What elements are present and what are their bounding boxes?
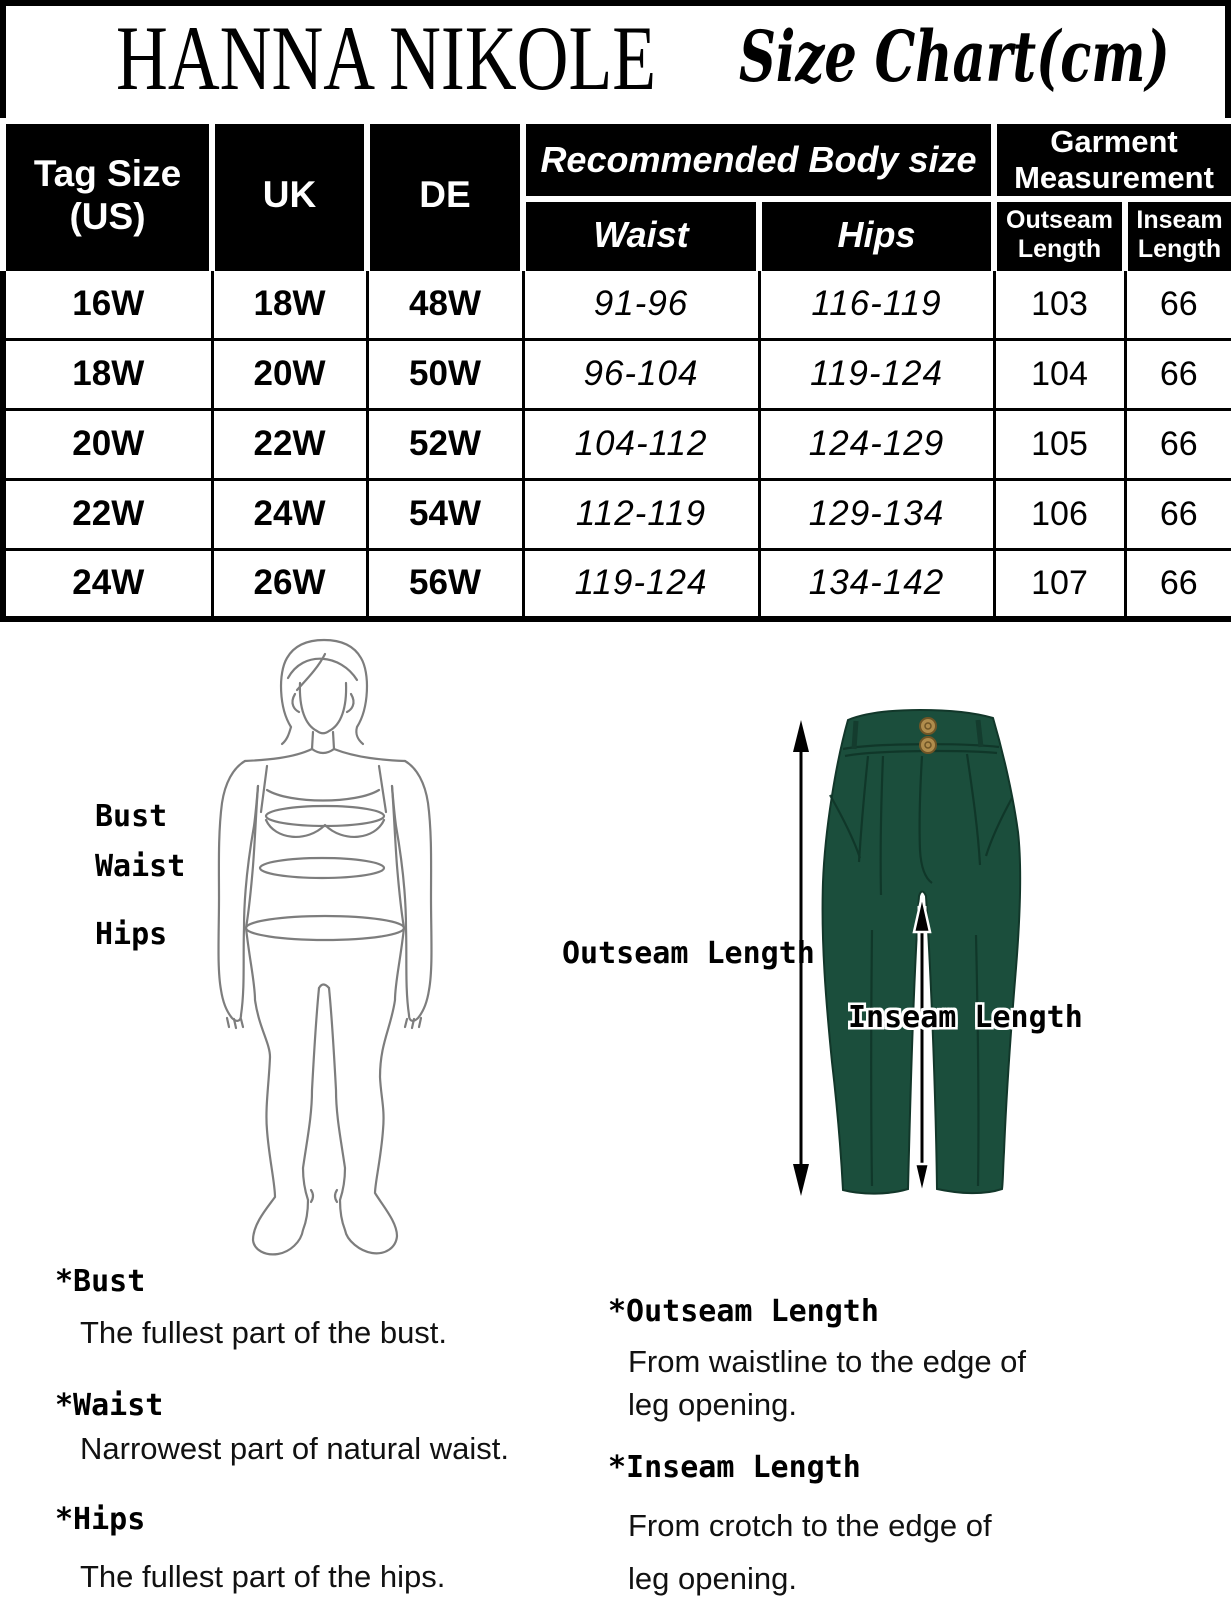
cell-de: 52W (365, 407, 525, 481)
header-recommended-body-size: Recommended Body size (520, 118, 997, 199)
outseam-length-label: Outseam Length (562, 936, 815, 971)
hips-line (244, 914, 406, 942)
note-waist-title: *Waist (55, 1388, 164, 1423)
table-header-row-2: Waist Hips Outseam Length Inseam Length (3, 196, 1231, 269)
bust-line (264, 804, 386, 839)
cell-de: 48W (365, 267, 525, 341)
outseam-arrow (793, 720, 809, 1196)
cell-hips: 116-119 (757, 267, 996, 341)
cell-hips: 134-142 (757, 547, 996, 621)
pants-illustration (793, 708, 1022, 1196)
cell-us: 24W (1, 547, 214, 621)
cell-hips: 119-124 (757, 337, 996, 411)
note-inseam-desc-line2: leg opening. (628, 1561, 797, 1596)
waist-line (258, 856, 386, 880)
note-inseam-title: *Inseam Length (608, 1450, 861, 1485)
note-outseam-desc-line1: From waistline to the edge of (628, 1344, 1027, 1379)
cell-uk: 20W (210, 337, 369, 411)
cell-inseam: 66 (1123, 477, 1231, 551)
cell-us: 22W (1, 477, 214, 551)
cell-inseam: 66 (1123, 267, 1231, 341)
cell-waist: 119-124 (521, 547, 761, 621)
cell-outseam: 105 (992, 407, 1127, 481)
figure-outline (217, 638, 433, 1256)
header-outseam-length: Outseam Length (991, 196, 1128, 269)
header-garment-measurement: Garment Measurement (990, 118, 1231, 199)
cell-inseam: 66 (1123, 337, 1231, 411)
cell-uk: 24W (210, 477, 369, 551)
header-hips: Hips (756, 196, 997, 269)
cell-uk: 22W (210, 407, 369, 481)
body-figure-illustration (217, 638, 433, 1256)
size-table: Tag Size (US) UK DE Recommended Body siz… (0, 118, 1231, 622)
note-inseam-desc-line1: From crotch to the edge of (628, 1508, 992, 1543)
note-outseam-title: *Outseam Length (608, 1294, 879, 1329)
cell-us: 20W (1, 407, 214, 481)
header-waist: Waist (520, 196, 762, 269)
note-bust-title: *Bust (55, 1264, 146, 1299)
table-row: 24W 26W 56W 119-124 134-142 107 66 (1, 547, 1231, 621)
hips-label: Hips (95, 917, 168, 952)
inseam-length-label: Inseam Length (848, 1000, 1083, 1035)
table-row: 20W 22W 52W 104-112 124-129 105 66 (1, 407, 1231, 481)
cell-de: 56W (365, 547, 525, 621)
note-hips-title: *Hips (55, 1502, 146, 1537)
cell-uk: 26W (210, 547, 369, 621)
header-uk: UK (209, 118, 370, 269)
size-chart-title: Size Chart(cm) (739, 15, 1170, 98)
header-tag-size: Tag Size (US) (0, 118, 215, 269)
title-band: HANNA NIKOLE Size Chart(cm) (0, 0, 1231, 118)
cell-inseam: 66 (1123, 547, 1231, 621)
cell-us: 16W (1, 267, 214, 341)
cell-outseam: 107 (992, 547, 1127, 621)
waistband-buttons (919, 717, 937, 754)
header-inseam-length: Inseam Length (1121, 196, 1231, 269)
waist-label: Waist (95, 849, 186, 884)
table-header-row-1: Tag Size (US) UK DE Recommended Body siz… (0, 118, 1231, 269)
cell-waist: 112-119 (521, 477, 761, 551)
cell-hips: 129-134 (757, 477, 996, 551)
header-de: DE (364, 118, 526, 269)
pants-shape (821, 708, 1022, 1195)
note-outseam-desc-line2: leg opening. (628, 1387, 797, 1422)
note-bust-desc: The fullest part of the bust. (80, 1315, 448, 1350)
cell-waist: 91-96 (521, 267, 761, 341)
note-waist-desc: Narrowest part of natural waist. (80, 1431, 510, 1466)
belt-loops (851, 719, 984, 750)
cell-inseam: 66 (1123, 407, 1231, 481)
table-row: 18W 20W 50W 96-104 119-124 104 66 (1, 337, 1231, 411)
cell-de: 54W (365, 477, 525, 551)
table-row: 16W 18W 48W 91-96 116-119 103 66 (1, 267, 1231, 341)
cell-waist: 104-112 (521, 407, 761, 481)
table-row: 22W 24W 54W 112-119 129-134 106 66 (1, 477, 1231, 551)
cell-outseam: 106 (992, 477, 1127, 551)
cell-us: 18W (1, 337, 214, 411)
note-hips-desc: The fullest part of the hips. (80, 1559, 446, 1594)
cell-outseam: 103 (992, 267, 1127, 341)
pants-seams (829, 743, 1013, 1187)
cell-de: 50W (365, 337, 525, 411)
cell-outseam: 104 (992, 337, 1127, 411)
cell-waist: 96-104 (521, 337, 761, 411)
bust-label: Bust (95, 799, 168, 834)
cell-uk: 18W (210, 267, 369, 341)
brand-name: HANNA NIKOLE (116, 7, 657, 109)
inseam-arrow (912, 895, 932, 1195)
cell-hips: 124-129 (757, 407, 996, 481)
